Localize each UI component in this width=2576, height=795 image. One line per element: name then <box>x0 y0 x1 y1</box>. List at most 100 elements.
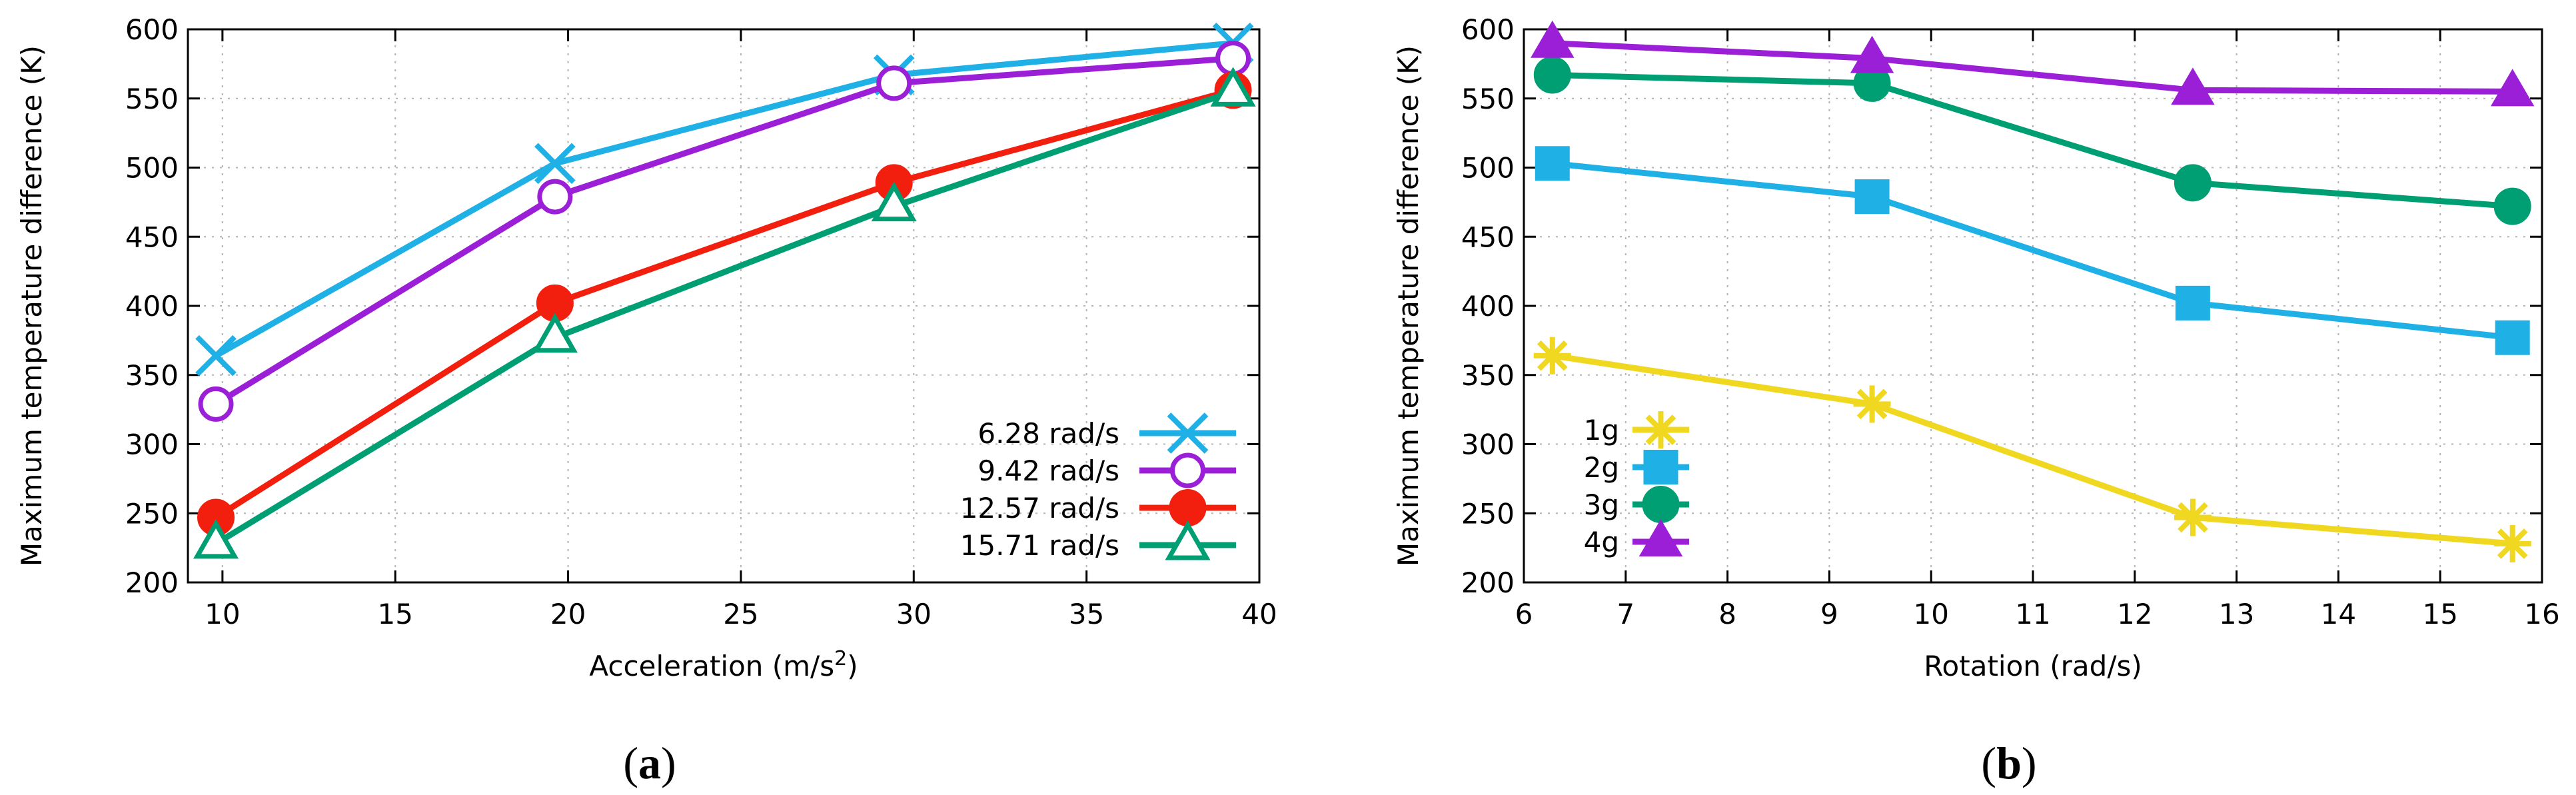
series-4g <box>1531 20 2535 107</box>
data-point <box>1533 337 1571 375</box>
x-tick-label: 15 <box>377 598 412 630</box>
data-point <box>1531 20 1575 58</box>
panel-caption-close: ) <box>2022 738 2037 788</box>
x-axis-label-superscript: 2 <box>834 647 847 670</box>
x-tick-label: 25 <box>723 598 758 630</box>
panel-caption-letter: a <box>638 738 661 788</box>
legend-label: 4g <box>1584 526 1619 558</box>
x-axis-label: Acceleration (m/s2) <box>589 647 858 682</box>
data-point <box>2174 164 2212 202</box>
y-tick-label: 450 <box>125 221 179 253</box>
panel-caption-open: ( <box>1981 738 1996 788</box>
x-axis-label: Rotation (rad/s) <box>1924 650 2142 682</box>
legend-label: 2g <box>1584 451 1619 484</box>
legend-marker <box>1169 489 1207 526</box>
legend-label: 6.28 rad/s <box>977 417 1119 450</box>
y-tick-label: 550 <box>1461 83 1515 115</box>
x-tick-label: 6 <box>1515 598 1533 630</box>
data-point <box>1853 385 1891 423</box>
panel-b: 6 7 8 9 10 11 12 13 14 15 16 200 250 300 350 400 450 500 5… <box>1392 13 2560 788</box>
y-tick-label: 250 <box>1461 497 1515 530</box>
panel-caption-open: ( <box>623 738 638 788</box>
legend-label: 1g <box>1584 414 1619 446</box>
y-tick-label: 550 <box>125 83 179 115</box>
y-tick-label: 300 <box>1461 428 1515 461</box>
data-point <box>2490 69 2535 107</box>
y-tick-label: 500 <box>125 152 179 185</box>
series-line <box>214 89 1235 546</box>
y-axis-label: Maximum temperature difference (K) <box>15 45 48 566</box>
series-line <box>1552 40 2513 95</box>
x-tick-label: 40 <box>1241 598 1277 630</box>
y-tick-label: 350 <box>1461 359 1515 392</box>
panel-caption-letter: b <box>1996 738 2022 788</box>
data-point <box>193 518 239 559</box>
panel-caption-close: ) <box>661 738 676 788</box>
x-tick-label: 13 <box>2219 598 2254 630</box>
plot-frame <box>1523 28 2543 584</box>
y-tick-label: 400 <box>125 290 179 323</box>
legend-marker <box>1165 520 1211 560</box>
legend-marker <box>1170 452 1205 488</box>
x-tick-label: 30 <box>896 598 932 630</box>
legend: 1g 2g 3g 4g <box>1584 411 1689 558</box>
legend-label: 15.71 rad/s <box>960 529 1119 562</box>
data-point <box>1850 35 1894 73</box>
data-point <box>2175 285 2210 321</box>
legend: 6.28 rad/s 9.42 rad/s 12.57 rad/s 15.71 rad… <box>960 412 1236 562</box>
x-axis-label-suffix: ) <box>847 650 858 682</box>
data-point <box>2493 187 2531 225</box>
y-tick-label: 300 <box>125 428 179 461</box>
data-point <box>537 179 573 215</box>
x-tick-label: 35 <box>1069 598 1104 630</box>
series-1g <box>1533 337 2531 562</box>
series-line <box>1552 71 2513 210</box>
x-tick-label: 16 <box>2524 598 2559 630</box>
series-line <box>214 87 1234 520</box>
x-tick-label: 9 <box>1820 598 1838 630</box>
legend-label: 3g <box>1584 488 1619 521</box>
y-tick-label: 250 <box>125 497 179 530</box>
data-point <box>876 65 912 101</box>
x-tick-label: 15 <box>2422 598 2457 630</box>
legend-marker <box>1643 450 1678 484</box>
legend-label: 12.57 rad/s <box>960 492 1119 524</box>
series-line <box>1552 353 2513 547</box>
panel-caption: (a) <box>623 738 676 788</box>
data-point <box>1535 146 1570 181</box>
data-point <box>2171 67 2215 105</box>
y-tick-label: 200 <box>1461 566 1515 599</box>
data-point <box>1854 179 1890 215</box>
data-point <box>195 335 237 377</box>
data-point <box>1210 67 1256 107</box>
series-line <box>214 55 1233 407</box>
legend-marker <box>1642 486 1680 523</box>
data-point <box>871 181 917 222</box>
y-tick-label: 500 <box>1461 152 1515 185</box>
y-tick-label: 600 <box>1461 13 1515 46</box>
x-tick-label: 14 <box>2321 598 2356 630</box>
series-15.71 rad/s <box>193 67 1256 559</box>
x-tick-label: 12 <box>2117 598 2152 630</box>
y-tick-label: 350 <box>125 359 179 392</box>
data-point <box>2174 498 2212 536</box>
y-tick-label: 600 <box>125 13 179 46</box>
y-tick-label: 450 <box>1461 221 1515 253</box>
data-point <box>2495 320 2530 355</box>
data-point <box>2493 524 2531 562</box>
series-9.42 rad/s <box>198 41 1251 422</box>
y-tick-label: 200 <box>125 566 179 599</box>
legend-marker <box>1642 411 1680 448</box>
panel-a: 10 15 20 25 30 35 40 200 250 300 350 400 450 500 550 60… <box>15 13 1277 788</box>
panel-caption: (b) <box>1981 738 2036 788</box>
data-point <box>1533 56 1571 94</box>
x-axis-label-text: Rotation (rad/s) <box>1924 650 2142 682</box>
legend-marker <box>1638 519 1683 556</box>
x-tick-label: 8 <box>1718 598 1736 630</box>
y-axis-label: Maximum temperature difference (K) <box>1392 45 1425 566</box>
plot-frame <box>187 28 1261 584</box>
x-tick-label: 7 <box>1616 598 1634 630</box>
series-line <box>1552 160 2513 341</box>
x-tick-label: 10 <box>1913 598 1948 630</box>
